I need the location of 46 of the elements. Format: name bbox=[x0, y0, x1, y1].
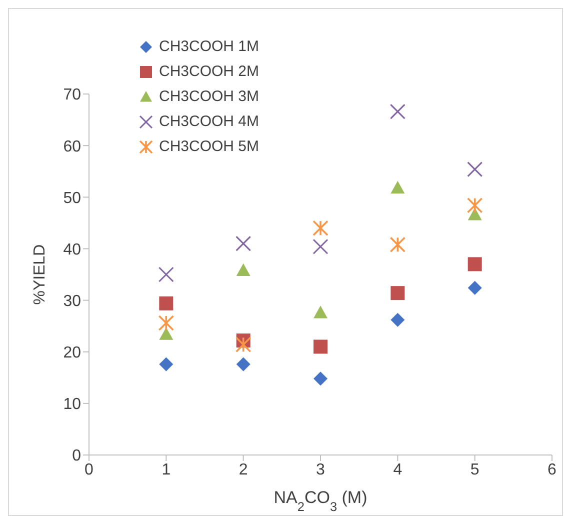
point bbox=[158, 315, 174, 331]
y-axis-title: %YIELD bbox=[32, 244, 49, 305]
legend-label: CH3COOH 5M bbox=[159, 138, 260, 155]
point bbox=[235, 336, 252, 353]
x-tick-label: 4 bbox=[393, 461, 402, 478]
point bbox=[236, 357, 250, 372]
point bbox=[466, 197, 483, 214]
y-tick-label: 70 bbox=[63, 86, 82, 104]
point bbox=[236, 263, 250, 276]
y-tick-label: 20 bbox=[63, 344, 82, 362]
point bbox=[390, 312, 405, 327]
point bbox=[468, 280, 482, 295]
point bbox=[159, 296, 174, 310]
x-tick-label: 0 bbox=[84, 461, 94, 478]
point bbox=[468, 257, 482, 272]
y-tick-label: 10 bbox=[63, 396, 82, 414]
point bbox=[312, 238, 328, 254]
legend-label: CH3COOH 2M bbox=[159, 63, 260, 80]
point bbox=[159, 357, 174, 372]
y-tick-label: 30 bbox=[63, 292, 82, 310]
point bbox=[467, 162, 483, 178]
x-axis-title: NA$_{2}$CO$_{3}$ (M) bbox=[274, 488, 368, 514]
x-tick-label: 6 bbox=[548, 461, 557, 478]
x-tick-label: 3 bbox=[316, 461, 326, 478]
point bbox=[390, 236, 406, 252]
point bbox=[468, 208, 482, 220]
point bbox=[390, 104, 406, 120]
x-tick-label: 2 bbox=[238, 461, 248, 478]
y-tick-label: 0 bbox=[72, 448, 82, 465]
y-tick-label: 40 bbox=[63, 241, 82, 258]
y-tick-label: 50 bbox=[63, 190, 82, 207]
point bbox=[390, 286, 405, 300]
point bbox=[314, 340, 328, 354]
point bbox=[159, 327, 174, 340]
point bbox=[314, 372, 328, 386]
point bbox=[390, 180, 405, 194]
legend-label: CH3COOH 1M bbox=[159, 38, 260, 55]
point bbox=[158, 266, 174, 282]
x-tick-label: 1 bbox=[162, 461, 171, 478]
point bbox=[312, 220, 328, 236]
legend-label: CH3COOH 3M bbox=[159, 88, 260, 105]
y-tick-label: 60 bbox=[63, 138, 82, 156]
point bbox=[314, 306, 328, 318]
x-tick-label: 5 bbox=[470, 461, 480, 478]
legend-label: CH3COOH 4M bbox=[159, 113, 260, 130]
point bbox=[236, 236, 252, 252]
